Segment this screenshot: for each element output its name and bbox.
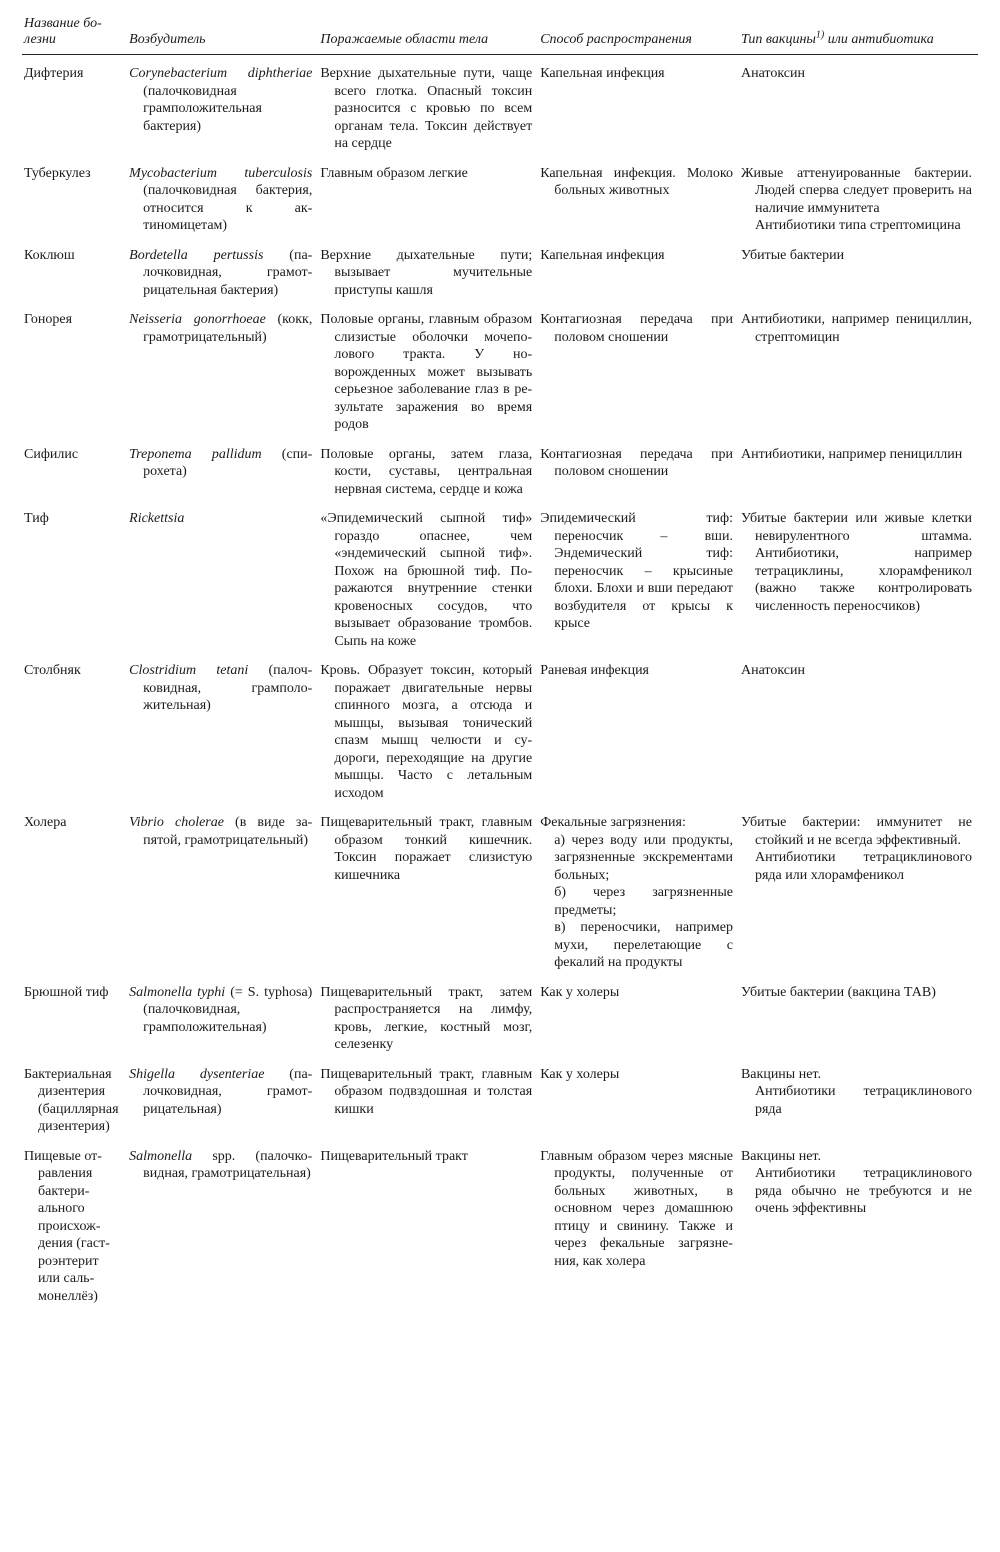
table-header-row: Название бо­лезни Возбудитель Поражаемые… (22, 12, 978, 55)
cell-pathogen: Clostridium tetani (палоч­ковидная, грам… (127, 652, 318, 804)
cell-pathogen: Vibrio cholerae (в виде за­пятой, грамот… (127, 804, 318, 974)
cell-disease: Брюшной тиф (22, 974, 127, 1056)
cell-vaccine: Вакцины нет.Антибиотики тетрациклино­вог… (739, 1056, 978, 1138)
table-row: Брюшной тифSalmonella typhi (= S. ty­pho… (22, 974, 978, 1056)
cell-areas: Половые органы, глав­ным образом слизис­… (318, 301, 538, 436)
table-row: ДифтерияCorynebacterium diphthe­riae (па… (22, 55, 978, 155)
cell-spread: Эпидемический тиф: переносчик – вши. Энд… (538, 500, 739, 652)
cell-pathogen: Salmonella typhi (= S. ty­phosa) (палочк… (127, 974, 318, 1056)
cell-disease: Гонорея (22, 301, 127, 436)
cell-vaccine: Убитые бактерии (вакцина ТАВ) (739, 974, 978, 1056)
cell-pathogen: Neisseria gonorrhoeae (кокк, грамотрицат… (127, 301, 318, 436)
cell-areas: Кровь. Образует токсин, который поражает… (318, 652, 538, 804)
cell-disease: Бактериаль­ная дизен­терия (ба­циллярная… (22, 1056, 127, 1138)
cell-disease: Дифтерия (22, 55, 127, 155)
cell-spread: Контагиозная переда­ча при половом сноше… (538, 436, 739, 501)
table-row: ГонореяNeisseria gonorrhoeae (кокк, грам… (22, 301, 978, 436)
cell-areas: Пищеварительный тракт, главным образом т… (318, 804, 538, 974)
cell-spread: Капельная инфекция (538, 55, 739, 155)
cell-vaccine: Анатоксин (739, 652, 978, 804)
cell-spread: Как у холеры (538, 1056, 739, 1138)
document-page: Название бо­лезни Возбудитель Поражаемые… (0, 0, 1000, 1329)
col-spread: Способ распространения (538, 12, 739, 55)
cell-disease: Туберкулез (22, 155, 127, 237)
col-pathogen: Возбудитель (127, 12, 318, 55)
cell-disease: Холера (22, 804, 127, 974)
cell-pathogen: Bordetella pertussis (па­лочковидная, гр… (127, 237, 318, 302)
cell-vaccine: Убитые бактерии (739, 237, 978, 302)
cell-spread: Раневая инфекция (538, 652, 739, 804)
cell-areas: «Эпидемический сыпной тиф» гораздо опасн… (318, 500, 538, 652)
cell-vaccine: Живые аттенуированные бак­терии. Людей с… (739, 155, 978, 237)
cell-pathogen: Salmonella spp. (палочко­видная, грамотр… (127, 1138, 318, 1308)
cell-vaccine: Антибиотики, например пени­циллин, стреп… (739, 301, 978, 436)
cell-areas: Половые органы, затем глаза, кости, суст… (318, 436, 538, 501)
cell-vaccine: Убитые бактерии или живые клетки невирул… (739, 500, 978, 652)
table-body: ДифтерияCorynebacterium diphthe­riae (па… (22, 55, 978, 1308)
col-vaccine-label-pre: Тип вакцины (741, 32, 816, 47)
cell-vaccine: Убитые бактерии: иммунитет не стойкий и … (739, 804, 978, 974)
cell-vaccine: Антибиотики, например пени­циллин (739, 436, 978, 501)
cell-pathogen: Shigella dysenteriae (па­лочковидная, гр… (127, 1056, 318, 1138)
cell-disease: Пищевые от­равления бактери­ального прои… (22, 1138, 127, 1308)
cell-disease: Столбняк (22, 652, 127, 804)
cell-areas: Пищеварительный тракт, главным образом п… (318, 1056, 538, 1138)
cell-areas: Верхние дыхательные пути; вызывает мучи­… (318, 237, 538, 302)
cell-areas: Верхние дыхательные пути, чаще всего гло… (318, 55, 538, 155)
cell-areas: Пищеварительный тракт, затем распростран… (318, 974, 538, 1056)
diseases-table: Название бо­лезни Возбудитель Поражаемые… (22, 12, 978, 1307)
col-disease: Название бо­лезни (22, 12, 127, 55)
table-row: Пищевые от­равления бактери­ального прои… (22, 1138, 978, 1308)
cell-pathogen: Corynebacterium diphthe­riae (палочковид… (127, 55, 318, 155)
cell-pathogen: Mycobacterium tuberculo­sis (палочковидн… (127, 155, 318, 237)
cell-areas: Главным образом лег­кие (318, 155, 538, 237)
col-vaccine: Тип вакцины1) или антибиотика (739, 12, 978, 55)
cell-spread: Контагиозная пере­дача при половом сноше… (538, 301, 739, 436)
cell-spread: Фекальные загрязне­ния:а) через воду или… (538, 804, 739, 974)
cell-pathogen: Treponema pallidum (спи­рохета) (127, 436, 318, 501)
table-row: СифилисTreponema pallidum (спи­рохета)По… (22, 436, 978, 501)
cell-disease: Коклюш (22, 237, 127, 302)
cell-spread: Как у холеры (538, 974, 739, 1056)
table-row: ТуберкулезMycobacterium tuberculo­sis (п… (22, 155, 978, 237)
cell-pathogen: Rickettsia (127, 500, 318, 652)
cell-vaccine: Вакцины нет.Антибиотики тетрациклиново­г… (739, 1138, 978, 1308)
cell-disease: Сифилис (22, 436, 127, 501)
cell-spread: Капельная инфекция (538, 237, 739, 302)
table-row: КоклюшBordetella pertussis (па­лочковидн… (22, 237, 978, 302)
cell-disease: Тиф (22, 500, 127, 652)
cell-vaccine: Анатоксин (739, 55, 978, 155)
col-areas: Поражаемые области тела (318, 12, 538, 55)
col-vaccine-footnote-mark: 1) (816, 29, 824, 40)
cell-areas: Пищеварительный тракт (318, 1138, 538, 1308)
cell-spread: Капельная инфекция. Молоко больных живот… (538, 155, 739, 237)
table-row: СтолбнякClostridium tetani (палоч­ковидн… (22, 652, 978, 804)
cell-spread: Главным образом через мясные про­дукты, … (538, 1138, 739, 1308)
col-vaccine-label-post: или антибиотика (824, 32, 934, 47)
table-row: ХолераVibrio cholerae (в виде за­пятой, … (22, 804, 978, 974)
table-row: Бактериаль­ная дизен­терия (ба­циллярная… (22, 1056, 978, 1138)
table-row: ТифRickettsia«Эпидемический сыпной тиф» … (22, 500, 978, 652)
